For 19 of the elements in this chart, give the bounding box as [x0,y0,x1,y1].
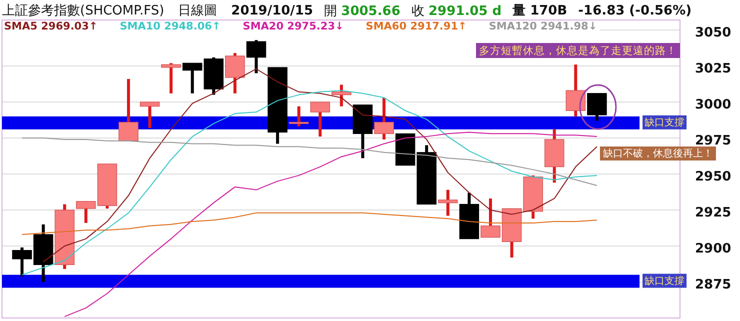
y-tick-label: 2925 [695,206,732,220]
band-label: 缺口支撐 [644,274,685,287]
chart-subtitle: 日線圖 [178,4,218,18]
chart-title: 上証參考指數(SHCOMP.FS) [2,4,164,18]
text: 收 2991.05 d [411,4,502,18]
text: 量 170B [512,4,568,18]
y-tick-label: 2875 [695,278,732,292]
text: -16.83 (-0.56%) [578,4,692,18]
y-tick-label: 2900 [695,242,732,256]
text: 2019/10/15 [231,4,314,18]
y-tick-label: 3000 [695,98,732,112]
band-label: 缺口支撐 [644,116,685,128]
y-tick-label: 2975 [695,134,732,148]
y-tick-label: 3050 [695,26,732,40]
annotation: 多方短暫休息，休息是為了走更遠的路！ [479,44,677,57]
y-tick-label: 2950 [695,170,732,184]
legend: SMA5 2969.03↑ SMA10 2948.06↑ SMA20 2975.23↓ SMA60 2917.91↑ SMA120 2941.98↓ [3,20,600,32]
text: 開 3005.66 [324,4,400,18]
y-tick-label: 3025 [695,62,732,76]
